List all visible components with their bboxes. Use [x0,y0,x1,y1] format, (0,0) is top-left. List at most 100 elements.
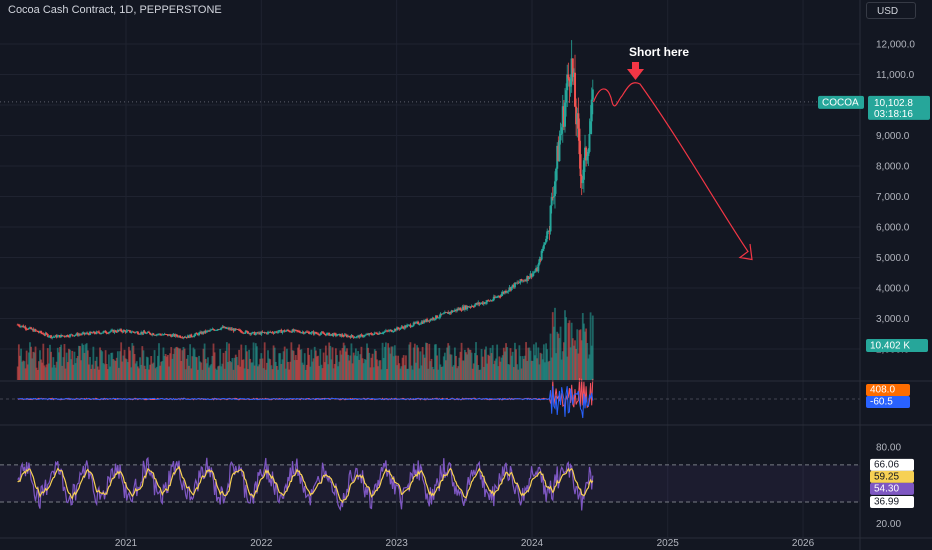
currency-button[interactable]: USD [866,2,916,19]
volume-bar [316,356,318,380]
volume-bar [392,356,395,380]
candle-body [81,333,84,335]
volume-bar [95,356,98,380]
volume-bar [399,368,402,380]
candle-body [449,312,452,313]
volume-bar [219,348,222,380]
volume-bar [590,345,593,380]
candle-body [59,335,62,338]
candle-body [50,335,53,338]
candle-body [323,333,326,335]
volume-bar [289,361,292,380]
price-axis-tick: 11,000.0 [876,70,915,81]
volume-bar [498,356,501,380]
osc-red-tag: 408.0 [870,385,895,396]
candle-body [358,335,361,338]
volume-bar [244,345,247,380]
volume-bar [263,342,266,380]
candle-body [203,330,206,334]
volume-bar [104,350,107,380]
volume-bar [166,355,169,380]
candle-body [576,113,579,125]
volume-bar [334,348,337,380]
candle-body [281,331,284,333]
volume-bar [318,365,321,380]
volume-bar [249,358,252,380]
candle-body [56,335,59,338]
candle-body [33,329,36,332]
candle-body [422,320,425,324]
candle-body [456,308,459,311]
candle-body [318,334,321,336]
candle-body [580,176,583,184]
candle-body [500,293,503,297]
time-axis-tick: 2025 [657,538,680,549]
candle-body [540,250,543,260]
volume-bar [215,369,218,380]
volume-bar [455,355,457,380]
volume-bar [116,351,119,380]
short-arrow-icon [627,69,644,80]
volume-bar [43,365,46,380]
candle-body [507,290,510,292]
candle-body [231,328,234,330]
last-price-tag: 10,102.8 [874,98,913,109]
candle-body [205,330,208,333]
candle-body [585,147,588,161]
candle-body [348,335,351,337]
candle-body [83,332,86,335]
volume-bar [554,307,556,380]
volume-bar [33,352,36,380]
volume-bar [59,346,61,380]
volume-bar [46,348,49,380]
volume-bar [333,363,336,380]
volume-bar [55,361,58,380]
candle-body [408,324,411,326]
volume-bar [109,366,111,380]
volume-bar [261,358,264,380]
candle-body [488,300,491,302]
candle-body [152,333,155,336]
volume-bar [222,352,225,380]
volume-bar [570,322,573,380]
volume-bar [119,351,121,380]
candle-body [252,332,255,333]
volume-bar [168,366,170,380]
volume-bar [195,357,198,380]
candle-body [466,306,469,310]
candle-body [412,322,415,326]
candle-body [146,331,149,333]
volume-bar [300,349,303,380]
candle-body [533,271,536,273]
volume-bar [73,351,76,380]
volume-bar [88,364,90,380]
candle-body [392,331,395,332]
candle-body [229,328,232,330]
candle-body [362,336,365,338]
volume-bar [317,355,319,380]
volume-bar [539,352,542,380]
volume-bar [174,347,177,380]
candle-body [555,168,558,182]
volume-bar [25,350,28,380]
rsi-main-tag: 54.30 [874,483,899,494]
volume-bar [425,342,427,380]
volume-bar [234,354,237,380]
candle-body [508,287,511,291]
candle-body [279,329,282,331]
candle-body [245,330,248,332]
candle-body [103,330,106,332]
candle-body [549,205,552,232]
volume-bar [179,348,182,380]
volume-bar [522,358,525,380]
candle-body [511,284,514,287]
volume-bar [552,326,555,380]
volume-bar [488,355,491,380]
candle-body [384,330,387,332]
volume-bar [492,364,495,380]
candle-body [284,330,287,332]
candle-body [518,282,521,284]
candle-body [204,330,207,333]
volume-bar [479,369,482,380]
